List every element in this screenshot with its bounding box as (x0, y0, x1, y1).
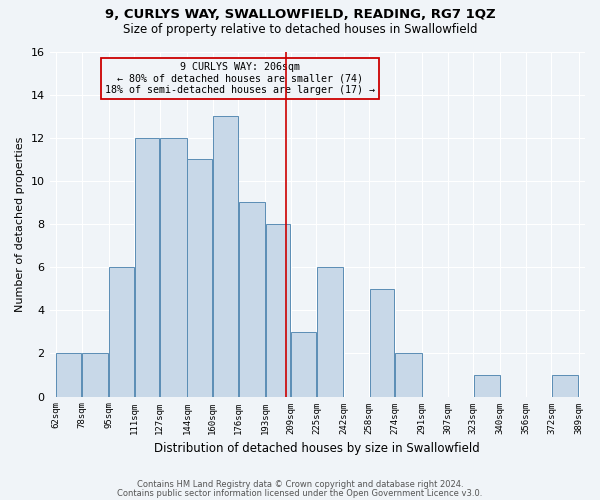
Text: Contains HM Land Registry data © Crown copyright and database right 2024.: Contains HM Land Registry data © Crown c… (137, 480, 463, 489)
Bar (291, 332, 316, 396)
Text: 9, CURLYS WAY, SWALLOWFIELD, READING, RG7 1QZ: 9, CURLYS WAY, SWALLOWFIELD, READING, RG… (104, 8, 496, 20)
Bar (82, 354, 108, 397)
Bar (213, 116, 238, 396)
X-axis label: Distribution of detached houses by size in Swallowfield: Distribution of detached houses by size … (154, 442, 480, 455)
Bar (317, 267, 343, 396)
Bar (395, 354, 422, 397)
Text: 9 CURLYS WAY: 206sqm
← 80% of detached houses are smaller (74)
18% of semi-detac: 9 CURLYS WAY: 206sqm ← 80% of detached h… (104, 62, 374, 95)
Bar (134, 138, 160, 396)
Bar (266, 224, 290, 396)
Y-axis label: Number of detached properties: Number of detached properties (15, 136, 25, 312)
Text: Contains public sector information licensed under the Open Government Licence v3: Contains public sector information licen… (118, 488, 482, 498)
Bar (109, 267, 134, 396)
Bar (473, 375, 500, 396)
Bar (187, 160, 212, 396)
Bar (552, 375, 578, 396)
Bar (56, 354, 81, 397)
Bar (239, 202, 265, 396)
Bar (370, 288, 394, 397)
Text: Size of property relative to detached houses in Swallowfield: Size of property relative to detached ho… (123, 22, 477, 36)
Bar (160, 138, 187, 396)
